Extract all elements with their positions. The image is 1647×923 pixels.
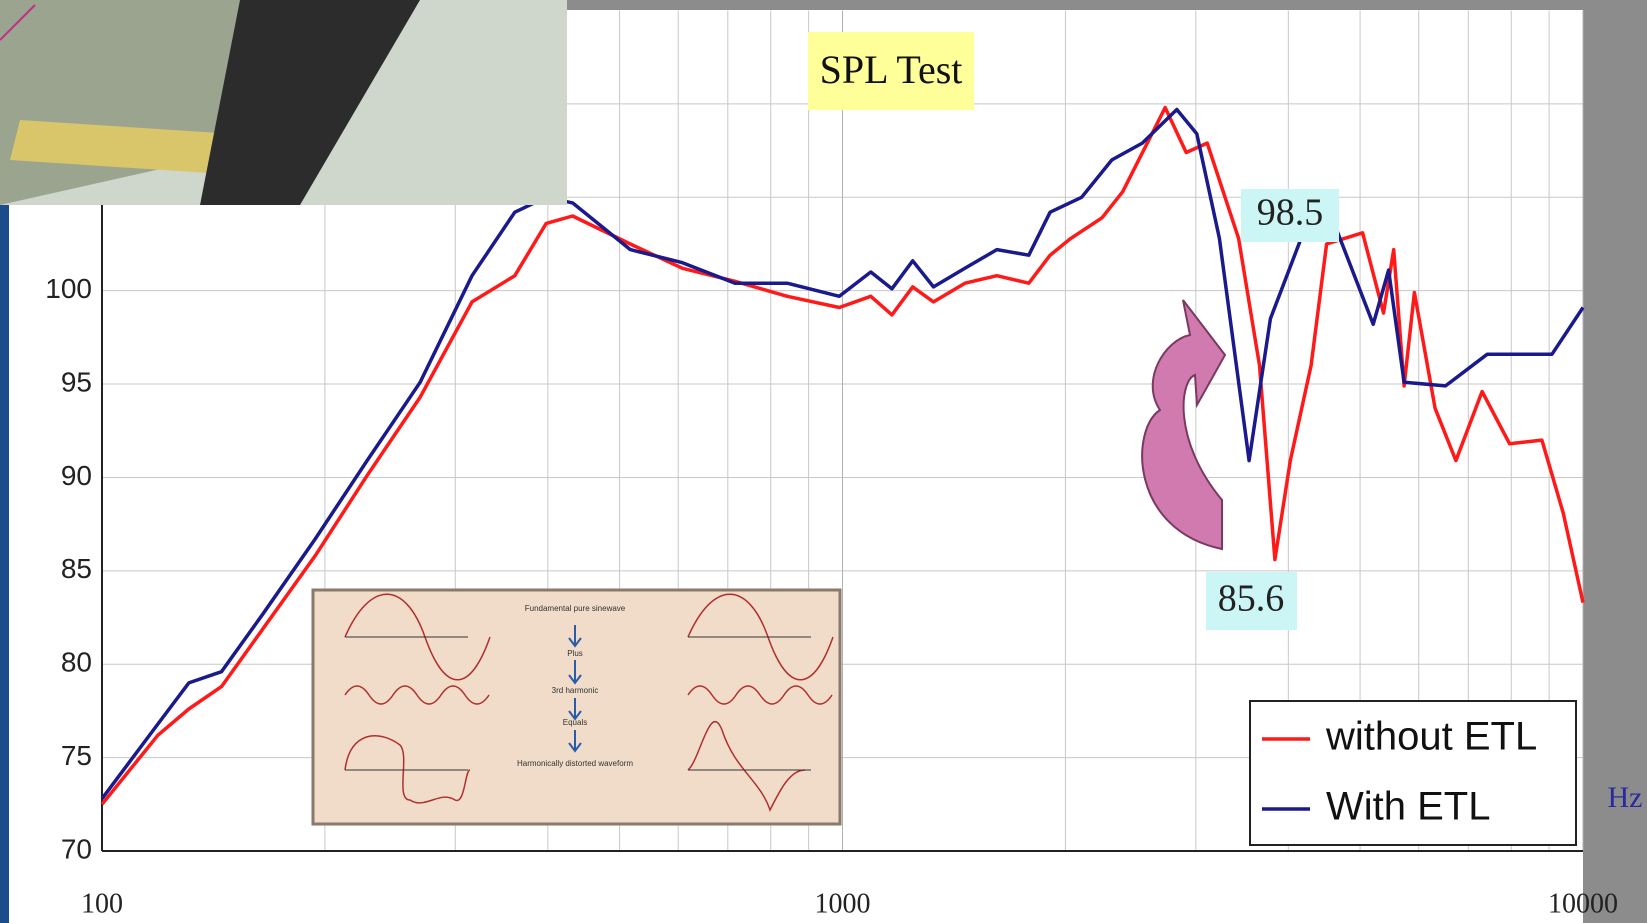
y-tick-label: 85: [61, 553, 92, 584]
y-tick-label: 75: [61, 740, 92, 771]
photo-grille: [200, 0, 420, 205]
legend: without ETL With ETL: [1249, 700, 1577, 846]
inset: Fundamental pure sinewave Plus 3rd harmo…: [311, 588, 842, 826]
x-tick-label: 1000: [815, 888, 871, 919]
legend-box: [1249, 700, 1577, 846]
wave: [687, 685, 833, 705]
annotation-box: [1241, 189, 1339, 242]
slide-edge: [0, 200, 9, 923]
inset-label: Equals: [563, 718, 587, 727]
title-box: [808, 32, 974, 110]
photo-line: [0, 4, 36, 41]
series-line: [100, 107, 1585, 800]
wave: [344, 685, 490, 705]
y-tick-label: 70: [61, 833, 92, 864]
legend-label: without ETL: [1325, 715, 1537, 759]
y-tick-label: 95: [61, 366, 92, 397]
wave: [344, 735, 471, 804]
chart-title: SPL Test: [820, 47, 963, 92]
inset-label: 3rd harmonic: [552, 686, 599, 695]
y-tick-label: 80: [61, 647, 92, 678]
x-axis-label: Hz: [1608, 781, 1643, 814]
photo-frame: [10, 120, 250, 175]
photo: [0, 0, 567, 205]
series-line: [100, 105, 1585, 806]
y-tick-label: 90: [61, 460, 92, 491]
annotation-box: [1206, 572, 1297, 630]
annotation: 85.6: [1218, 578, 1285, 620]
x-tick-label: 10000: [1548, 888, 1618, 919]
inset-arrows: [568, 625, 582, 753]
legend-label: With ETL: [1326, 785, 1490, 829]
annotation: 98.5: [1257, 192, 1324, 234]
x-tick-label: 100: [81, 888, 123, 919]
plot-lines: [100, 105, 1585, 806]
inset-bg: [311, 588, 842, 826]
y-tick-label: 100: [45, 273, 92, 304]
wave: [687, 720, 806, 812]
inset-label: Fundamental pure sinewave: [525, 604, 626, 613]
inset-label: Plus: [567, 649, 583, 658]
arrow: [1141, 299, 1227, 551]
inset-label: Harmonically distorted waveform: [517, 759, 633, 768]
